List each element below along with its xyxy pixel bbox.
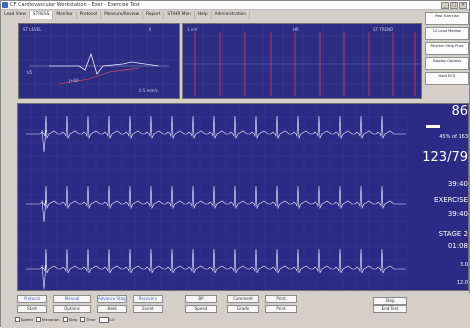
stage-time: 01:08 [447, 242, 468, 250]
window-title: CF Cardiovascular Workstation - Exer - E… [10, 2, 140, 8]
status-item[interactable]: Step [62, 316, 78, 323]
toolbar-button-recovery[interactable]: Recovery [133, 295, 163, 303]
toolbar-button-event[interactable]: Event [133, 305, 163, 313]
status-field[interactable] [98, 316, 109, 323]
heart-rate-value: 86 [451, 104, 468, 119]
menu-item-help[interactable]: Help [195, 11, 212, 19]
menu-item-stress[interactable]: STRESS [29, 11, 54, 19]
menu-item-protocol[interactable]: Protocol [77, 11, 102, 19]
toolbar-button-grade[interactable]: Grade [227, 305, 259, 313]
toolbar-button-hold[interactable]: Hold [97, 305, 127, 313]
app-icon [2, 2, 8, 8]
panel-a-label: J+60 [68, 78, 79, 83]
panel-a-label: V5 [27, 70, 33, 75]
grade-value: 12.0 [456, 280, 468, 286]
ecg-trace-v5 [26, 248, 406, 274]
panel-b-label: 1 mV [187, 27, 198, 32]
status-label: Step [68, 317, 78, 322]
side-button-post-exercise[interactable]: Post Exercise [425, 12, 469, 25]
menu-item-administration[interactable]: Administration [212, 11, 251, 19]
toolbar-button-print[interactable]: Print [265, 305, 297, 313]
panel-a-label: 0.5 mm/s [139, 88, 158, 93]
vitals-column: 86 45% of 163 123/79 39:40 EXERCISE 39:4… [408, 104, 468, 290]
status-checkbox[interactable] [80, 317, 86, 322]
status-row: Speed Elevation Step Time 0.0 [15, 316, 315, 323]
maximize-icon[interactable]: □ [450, 2, 458, 9]
blood-pressure: 123/79 [422, 150, 468, 165]
total-time: 39:40 [447, 180, 468, 188]
st-level-panel[interactable]: ST LEVEL II V5 J+60 0.5 mm/s [18, 23, 180, 99]
exercise-time: 39:40 [447, 210, 468, 218]
menu-item-monitor[interactable]: Monitor [53, 11, 77, 19]
ecg-trace-i [26, 115, 406, 140]
menu-bar: Lead View STRESS Monitor Protocol Measure/Re… [1, 11, 411, 19]
toolbar-button-stop[interactable]: Stop [373, 297, 407, 305]
heart-rate-indicator [426, 125, 440, 128]
toolbar-button-options[interactable]: Options [53, 305, 91, 313]
status-checkbox[interactable] [35, 317, 41, 322]
menu-item-lead-view[interactable]: Lead View [1, 11, 30, 19]
status-label: Time [86, 317, 96, 322]
speed-value: 3.0 [460, 262, 468, 268]
toolbar-button-comment[interactable]: Comment [227, 295, 259, 303]
side-button-12-lead-median[interactable]: 12 Lead Median [425, 27, 469, 40]
panel-a-label: ST LEVEL [23, 27, 42, 32]
status-item[interactable]: Time [80, 316, 96, 323]
side-button-column: Post Exercise 12 Lead Median Rhythm Strip … [425, 12, 469, 85]
menu-item-st-hr-mon[interactable]: ST/HR Mon [164, 11, 195, 19]
toolbar-button-end-test[interactable]: End Test [373, 305, 407, 313]
status-item[interactable]: Speed [15, 316, 33, 323]
toolbar-button-manual[interactable]: Manual [53, 295, 91, 303]
menu-item-report[interactable]: Report [143, 11, 165, 19]
toolbar-button-speed[interactable]: Speed [185, 305, 217, 313]
status-item[interactable]: 0.0 [98, 316, 115, 323]
minimize-icon[interactable]: _ [441, 2, 449, 9]
status-checkbox[interactable] [15, 317, 20, 322]
status-item[interactable]: Elevation [35, 316, 60, 323]
toolbar-button-bp[interactable]: BP [185, 295, 217, 303]
ecg-main-panel[interactable]: 86 45% of 163 123/79 39:40 EXERCISE 39:4… [17, 103, 469, 291]
toolbar-button-start[interactable]: Start [17, 305, 47, 313]
stage-label: STAGE 2 [438, 230, 468, 238]
panel-a-label: II [149, 27, 151, 32]
side-button-rhythm-strip-print[interactable]: Rhythm Strip Print [425, 42, 469, 55]
title-bar: CF Cardiovascular Workstation - Exer - E… [1, 1, 469, 10]
ecg-trace-ii [26, 185, 406, 210]
panel-b-label: ST TREND [373, 27, 393, 32]
panel-b-label: HR [293, 27, 299, 32]
toolbar-button-print[interactable]: Print [265, 295, 297, 303]
status-label: Speed [21, 317, 33, 322]
trend-plot: 1 mV HR ST TREND [183, 24, 421, 98]
status-label: Elevation [41, 317, 60, 322]
toolbar-button-advance-stage[interactable]: Advance Stage [97, 295, 127, 303]
side-button-display-options[interactable]: Display Options [425, 57, 469, 70]
exercise-label: EXERCISE [434, 196, 468, 204]
st-level-plot: ST LEVEL II V5 J+60 0.5 mm/s [19, 24, 179, 98]
percent-target: 45% of 163 [439, 134, 468, 140]
toolbar-button-protocol[interactable]: Protocol [17, 295, 47, 303]
status-label: 0.0 [108, 317, 115, 322]
close-icon[interactable]: × [459, 2, 467, 9]
window-controls: _ □ × [441, 2, 467, 9]
menu-item-measure-review[interactable]: Measure/Review [101, 11, 144, 19]
status-checkbox[interactable] [62, 317, 68, 322]
trend-panel[interactable]: 1 mV HR ST TREND [182, 23, 422, 99]
ecg-traces [18, 104, 408, 290]
bottom-toolbar: Protocol Manual Advance Stage Recovery BP Com… [1, 293, 470, 328]
side-button-hold-ecg[interactable]: Hold ECG [425, 72, 469, 85]
